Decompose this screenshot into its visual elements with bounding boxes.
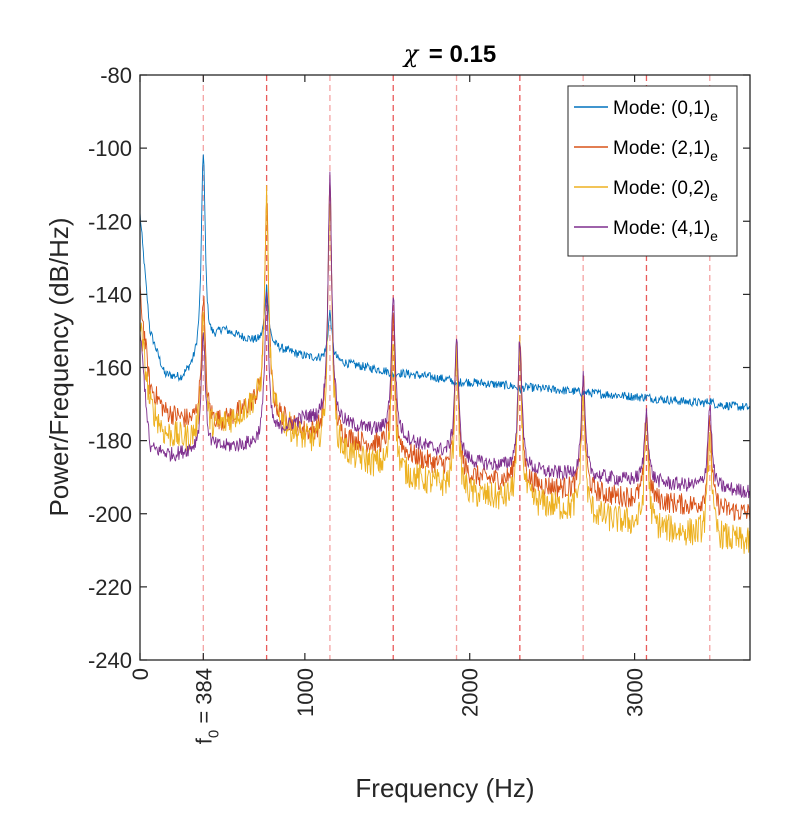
x-tick-label: 1000 (293, 668, 318, 717)
y-tick-label: -160 (88, 356, 132, 381)
y-tick-label: -80 (100, 63, 132, 88)
y-tick-label: -240 (88, 648, 132, 673)
y-tick-label: -120 (88, 209, 132, 234)
legend-entry: Mode: (0,2)e (613, 178, 718, 204)
chart-title-value: = 0.15 (429, 41, 496, 68)
y-tick-label: -100 (88, 136, 132, 161)
x-axis-label: Frequency (Hz) (355, 773, 534, 803)
y-tick-label: -220 (88, 575, 132, 600)
y-tick-label: -200 (88, 502, 132, 527)
y-tick-label: -140 (88, 282, 132, 307)
legend-entry: Mode: (4,1)e (613, 218, 718, 244)
series-lines (139, 154, 751, 554)
x-tick-label: 0 (128, 668, 153, 680)
legend-entry: Mode: (0,1)e (613, 98, 718, 124)
f0-label-sub: 0 (205, 730, 222, 738)
f0-label-base: f (191, 737, 216, 744)
legend: Mode: (0,1)e Mode: (2,1)e Mode: (0,2)e Mode… (567, 85, 738, 257)
y-tick-label: -180 (88, 429, 132, 454)
chart-title: χ = 0.15 (402, 40, 496, 68)
chart-title-symbol: χ (402, 40, 420, 68)
y-axis-label: Power/Frequency (dB/Hz) (44, 217, 74, 516)
series-line (139, 154, 751, 411)
f0-label-rest: = 384 (191, 668, 216, 730)
y-axis: -80 -100 -120 -140 -160 -180 -200 -220 -240 (88, 63, 750, 673)
harmonic-lines (202, 75, 711, 660)
legend-entry: Mode: (2,1)e (613, 138, 718, 164)
x-axis: 0 1000 2000 3000 (128, 75, 648, 717)
series-line (139, 171, 751, 499)
x-tick-label: 3000 (623, 668, 648, 717)
f0-tick-label: f0 = 384 (191, 668, 222, 744)
series-line (139, 185, 751, 554)
x-tick-label: 2000 (458, 668, 483, 717)
